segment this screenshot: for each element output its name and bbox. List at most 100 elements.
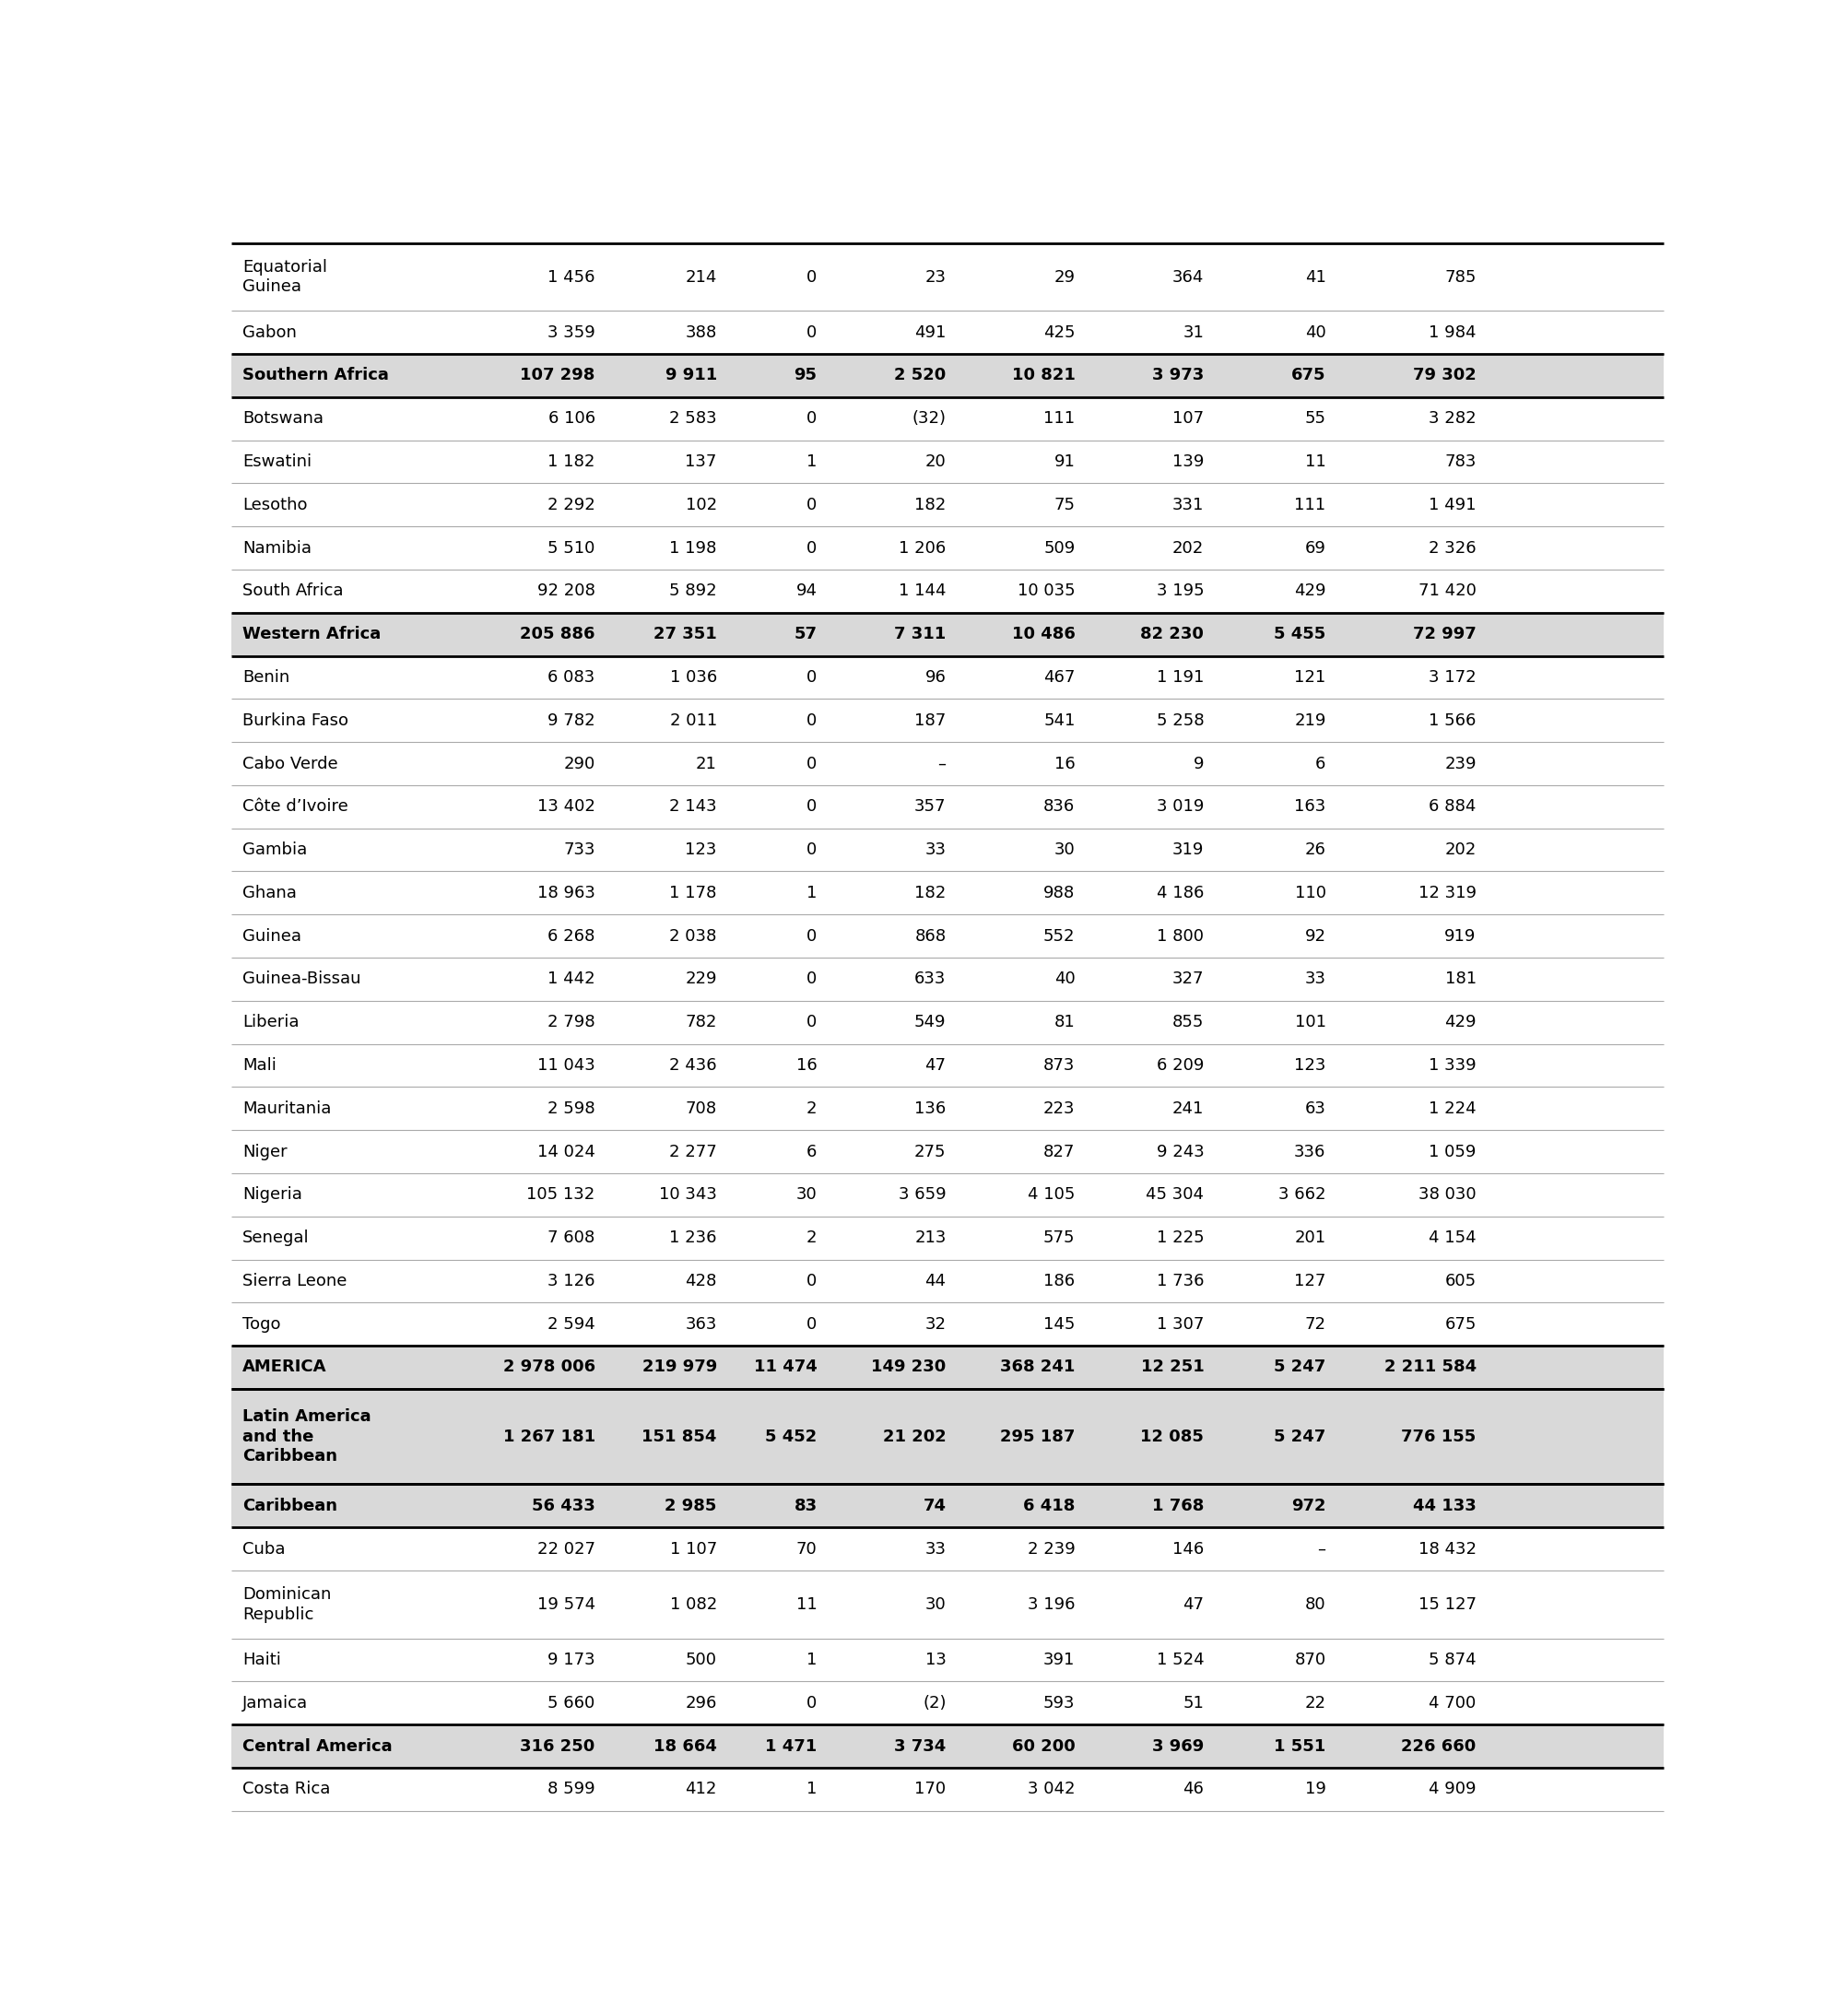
Text: 44: 44 [924,1272,946,1290]
Text: 3 973: 3 973 [1151,368,1203,384]
Text: South Africa: South Africa [242,582,344,600]
Text: 16: 16 [1053,756,1074,772]
Text: 1 182: 1 182 [547,454,595,470]
Text: 82 230: 82 230 [1140,626,1203,642]
Text: 136: 136 [915,1100,946,1116]
Text: 428: 428 [686,1272,717,1290]
Text: 56 433: 56 433 [532,1498,595,1514]
Text: 2 798: 2 798 [547,1014,595,1030]
Text: 0: 0 [806,756,817,772]
Bar [231,698,1663,742]
Bar [231,612,1663,656]
Text: 491: 491 [915,324,946,340]
Text: 7 311: 7 311 [894,626,946,642]
Bar [231,1000,1663,1044]
Text: 0: 0 [806,1694,817,1712]
Text: 1 524: 1 524 [1155,1652,1203,1668]
Text: Burkina Faso: Burkina Faso [242,712,349,728]
Text: Togo: Togo [242,1316,281,1332]
Text: Benin: Benin [242,670,290,686]
Text: 22 027: 22 027 [536,1540,595,1558]
Text: 2 598: 2 598 [547,1100,595,1116]
Text: 149 230: 149 230 [870,1358,946,1376]
Text: 151 854: 151 854 [641,1428,717,1444]
Text: 241: 241 [1172,1100,1203,1116]
Text: 3 282: 3 282 [1429,410,1475,426]
Text: 182: 182 [915,496,946,514]
Text: Sierra Leone: Sierra Leone [242,1272,347,1290]
Text: 3 195: 3 195 [1155,582,1203,600]
Text: 988: 988 [1042,884,1074,902]
Text: 46: 46 [1183,1780,1203,1798]
Text: 2 011: 2 011 [669,712,717,728]
Text: 3 196: 3 196 [1027,1596,1074,1612]
Bar [231,1216,1663,1260]
Text: 20: 20 [924,454,946,470]
Text: 107 298: 107 298 [519,368,595,384]
Text: 1 107: 1 107 [669,1540,717,1558]
Text: 181: 181 [1443,970,1475,988]
Text: Senegal: Senegal [242,1230,309,1246]
Text: 0: 0 [806,670,817,686]
Text: 137: 137 [686,454,717,470]
Text: 1 178: 1 178 [669,884,717,902]
Text: 29: 29 [1053,268,1074,286]
Text: Mauritania: Mauritania [242,1100,331,1116]
Text: 1 984: 1 984 [1429,324,1475,340]
Text: 10 821: 10 821 [1011,368,1074,384]
Bar [231,1528,1663,1570]
Text: 2 239: 2 239 [1027,1540,1074,1558]
Text: 30: 30 [796,1186,817,1204]
Bar [231,656,1663,698]
Text: 549: 549 [915,1014,946,1030]
Text: 69: 69 [1305,540,1325,556]
Text: 27 351: 27 351 [652,626,717,642]
Text: 19: 19 [1305,1780,1325,1798]
Text: 2: 2 [806,1100,817,1116]
Text: 391: 391 [1042,1652,1074,1668]
Text: 111: 111 [1042,410,1074,426]
Text: Jamaica: Jamaica [242,1694,309,1712]
Text: 214: 214 [686,268,717,286]
Text: 15 127: 15 127 [1417,1596,1475,1612]
Text: 2 436: 2 436 [669,1058,717,1074]
Text: 187: 187 [915,712,946,728]
Text: 219: 219 [1294,712,1325,728]
Text: 102: 102 [686,496,717,514]
Text: 4 909: 4 909 [1429,1780,1475,1798]
Text: 1: 1 [806,1652,817,1668]
Text: 10 343: 10 343 [658,1186,717,1204]
Text: (2): (2) [922,1694,946,1712]
Text: 1 036: 1 036 [669,670,717,686]
Text: 336: 336 [1294,1144,1325,1160]
Text: 22: 22 [1305,1694,1325,1712]
Text: Niger: Niger [242,1144,286,1160]
Text: 0: 0 [806,1272,817,1290]
Text: 92 208: 92 208 [538,582,595,600]
Text: 972: 972 [1290,1498,1325,1514]
Text: 229: 229 [686,970,717,988]
Text: 1 198: 1 198 [669,540,717,556]
Text: 44 133: 44 133 [1412,1498,1475,1514]
Text: Namibia: Namibia [242,540,312,556]
Text: Nigeria: Nigeria [242,1186,303,1204]
Text: 8 599: 8 599 [547,1780,595,1798]
Text: 2 594: 2 594 [547,1316,595,1332]
Text: Gabon: Gabon [242,324,298,340]
Bar [231,1570,1663,1638]
Text: 51: 51 [1183,1694,1203,1712]
Bar [231,1724,1663,1768]
Text: 14 024: 14 024 [538,1144,595,1160]
Text: 1 456: 1 456 [547,268,595,286]
Text: 3 172: 3 172 [1429,670,1475,686]
Text: 2 038: 2 038 [669,928,717,944]
Text: 26: 26 [1305,842,1325,858]
Text: 1 442: 1 442 [547,970,595,988]
Text: 10 486: 10 486 [1011,626,1074,642]
Text: 541: 541 [1042,712,1074,728]
Text: 6 106: 6 106 [547,410,595,426]
Text: 123: 123 [686,842,717,858]
Text: 593: 593 [1042,1694,1074,1712]
Text: 105 132: 105 132 [527,1186,595,1204]
Bar [231,958,1663,1000]
